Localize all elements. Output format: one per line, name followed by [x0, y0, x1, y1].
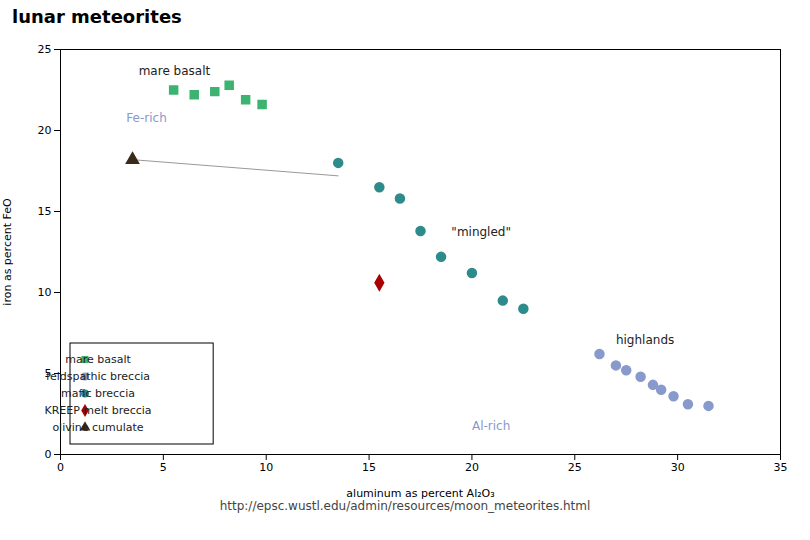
svg-text:15: 15 [38, 205, 52, 218]
svg-text:35: 35 [774, 461, 788, 474]
svg-text:10: 10 [259, 461, 273, 474]
svg-text:5: 5 [160, 461, 167, 474]
svg-text:15: 15 [362, 461, 376, 474]
svg-text:30: 30 [671, 461, 685, 474]
svg-text:10: 10 [38, 286, 52, 299]
svg-text:20: 20 [38, 124, 52, 137]
svg-text:25: 25 [568, 461, 582, 474]
svg-text:KREEP melt breccia: KREEP melt breccia [44, 404, 151, 417]
svg-text:"mingled": "mingled" [451, 225, 511, 239]
svg-text:mafic breccia: mafic breccia [61, 387, 135, 400]
svg-text:Al-rich: Al-rich [472, 419, 510, 433]
html-text:lunar meteorites: lunar meteorites [12, 6, 182, 27]
svg-text:mare basalt: mare basalt [65, 353, 131, 366]
svg-text:mare basalt: mare basalt [139, 64, 211, 78]
svg-text:olivine cumulate: olivine cumulate [52, 421, 143, 434]
svg-text:aluminum as percent Al₂O₃: aluminum as percent Al₂O₃ [346, 487, 494, 500]
svg-text:0: 0 [45, 448, 52, 461]
svg-text:25: 25 [38, 43, 52, 56]
svg-text:0: 0 [57, 461, 64, 474]
svg-text:highlands: highlands [616, 333, 674, 347]
svg-text:20: 20 [465, 461, 479, 474]
svg-text:iron as percent FeO: iron as percent FeO [1, 198, 14, 306]
svg-text:feldspathic breccia: feldspathic breccia [46, 370, 150, 383]
svg-text:Fe-rich: Fe-rich [126, 111, 166, 125]
html-text:http://epsc.wustl.edu/admin/re: http://epsc.wustl.edu/admin/resources/mo… [219, 499, 591, 513]
